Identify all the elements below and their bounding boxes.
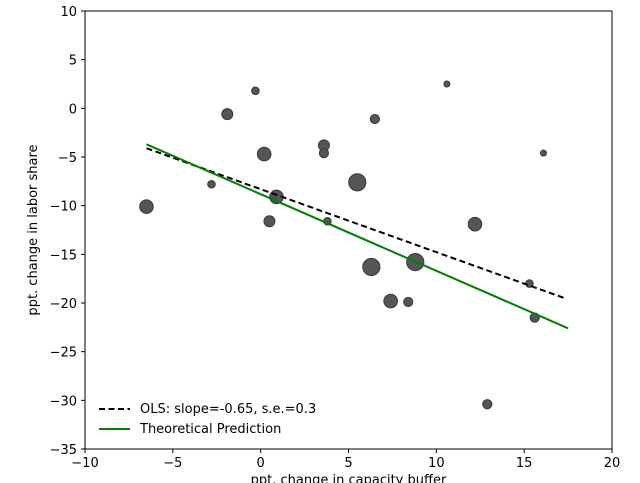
y-axis-label: ppt. change in labor share xyxy=(26,144,41,315)
plot-frame xyxy=(84,10,613,450)
y-tick-label: −15 xyxy=(50,248,77,263)
y-tick-label: 10 xyxy=(60,5,77,20)
scatter-point xyxy=(318,148,330,159)
data-points xyxy=(139,80,547,410)
x-tick-label: −5 xyxy=(163,456,182,471)
y-tick-label: −25 xyxy=(50,346,77,361)
x-tick-label: −10 xyxy=(71,456,98,471)
x-axis: −10 −5 0 5 10 15 20 xyxy=(71,449,620,471)
scatter-point xyxy=(251,86,260,96)
scatter-point xyxy=(139,199,154,214)
legend-ols-label: OLS: slope=-0.65, s.e.=0.3 xyxy=(140,402,316,417)
fit-lines xyxy=(146,143,569,330)
x-tick-label: 5 xyxy=(344,456,352,471)
scatter-point xyxy=(383,293,398,309)
scatter-point xyxy=(263,215,276,228)
scatter-point xyxy=(207,179,216,189)
x-tick-label: 10 xyxy=(428,456,445,471)
scatter-point xyxy=(221,108,234,121)
y-tick-label: −30 xyxy=(50,394,77,409)
scatter-point xyxy=(348,173,367,192)
scatter-point xyxy=(467,216,483,232)
y-tick-label: 0 xyxy=(69,102,77,117)
scatter-point xyxy=(362,257,381,277)
legend: OLS: slope=-0.65, s.e.=0.3 Theoretical P… xyxy=(99,402,316,437)
y-tick-label: −20 xyxy=(50,297,77,312)
ols-line xyxy=(146,147,565,300)
x-tick-label: 0 xyxy=(257,456,265,471)
scatter-point xyxy=(482,399,493,410)
legend-theory-label: Theoretical Prediction xyxy=(139,422,281,437)
y-tick-label: −10 xyxy=(50,200,77,215)
y-axis: −35 −30 −25 −20 −15 −10 −5 0 5 10 xyxy=(50,5,85,458)
scatter-point xyxy=(443,80,451,88)
x-tick-label: 15 xyxy=(516,456,533,471)
scatter-point xyxy=(403,296,414,308)
scatter-point xyxy=(369,113,380,125)
x-axis-label: ppt. change in capacity buffer xyxy=(251,473,447,483)
scatter-point xyxy=(539,149,547,157)
y-tick-label: 5 xyxy=(69,54,77,69)
x-tick-label: 20 xyxy=(604,456,621,471)
scatter-point xyxy=(256,146,272,162)
y-tick-label: −35 xyxy=(50,443,77,458)
theoretical-prediction-line xyxy=(146,143,569,330)
y-tick-label: −5 xyxy=(58,151,77,166)
